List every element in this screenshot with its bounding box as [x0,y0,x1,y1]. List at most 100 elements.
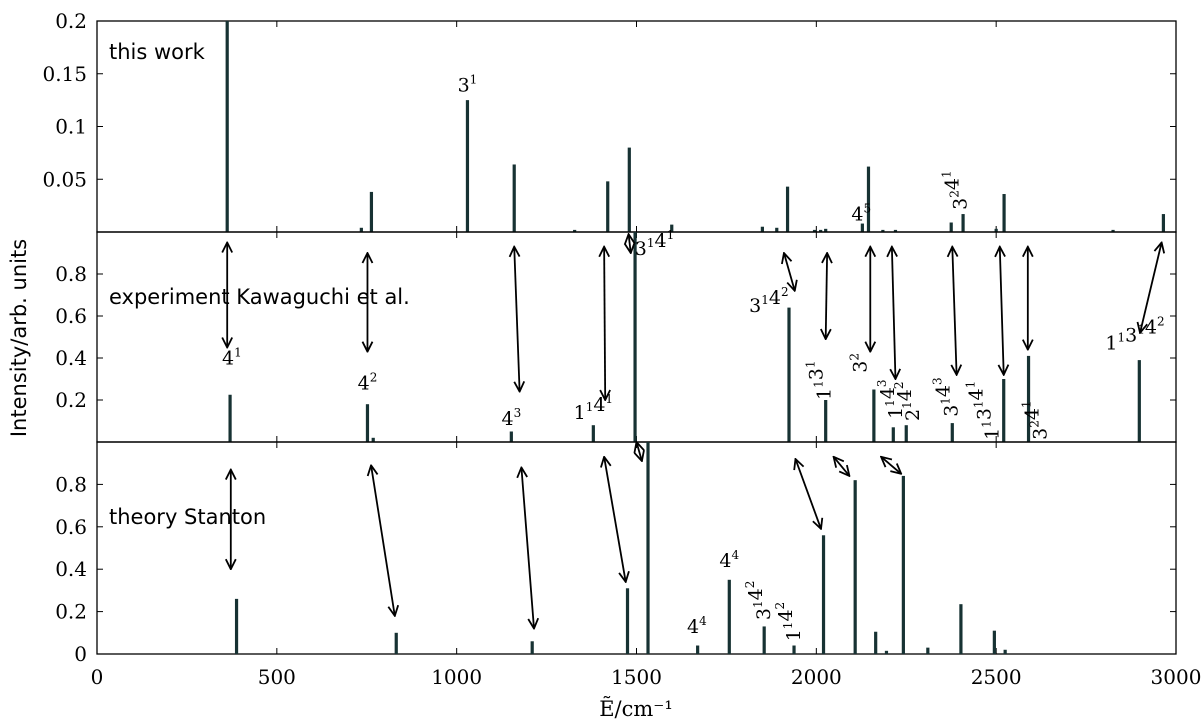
transition-label: 113142 [1105,315,1164,355]
spectrum-stick [465,100,470,232]
spectrum-stick [633,232,637,442]
spectrum-stick [992,630,996,654]
transition-label: 113141 [963,381,1003,440]
correspondence-arrow [1140,243,1162,333]
y-tick-label: 0.4 [55,346,87,370]
spectrum-stick [812,229,817,232]
spectrum-stick [891,427,895,442]
spectrum-stick [530,641,534,654]
spectrum-stick [853,480,857,654]
spectrum-stick [961,214,965,232]
spectrum-stick [949,222,953,232]
transition-label: 2142 [892,382,924,421]
spectrum-stick [1111,229,1115,232]
panel-label: experiment Kawaguchi et al. [109,285,410,309]
spectrum-stick [819,229,823,232]
x-tick-label: 3000 [1151,665,1201,689]
spectrum-stick [591,425,595,442]
y-tick-label: 0.2 [55,600,87,624]
spectrum-stick [225,21,229,232]
spectrum-stick [860,223,864,232]
spectrum-stick [824,400,828,442]
correspondence-arrow [604,247,605,400]
transition-label: 1143 [875,379,907,418]
transition-label: 45 [851,201,871,225]
y-tick-label: 0.8 [55,472,87,496]
y-tick-label: 0 [74,642,87,666]
y-tick-label: 0.05 [42,167,87,191]
transition-label: 42 [358,371,378,395]
spectrum-stick [371,437,375,442]
panel-label: this work [109,40,206,64]
transition-label: 41 [222,345,242,369]
x-tick-label: 0 [91,665,104,689]
panel-2: 0.2 0.4 0.6 0.8 experiment Kawaguchi et al. 4… [55,228,1177,443]
y-tick-label: 0.15 [42,62,87,86]
correspondence-arrow [784,253,795,291]
correspondence-arrow [1000,247,1004,375]
transition-label: 3142 [749,285,788,317]
transition-label: 44 [719,548,739,572]
spectrum-stick [696,645,700,654]
x-tick-label: 2500 [971,665,1022,689]
transition-label: 3241 [1020,400,1052,439]
correspondence-arrow [637,442,642,461]
x-tick-label: 2000 [791,665,842,689]
transition-label: 1131 [804,361,836,400]
spectrum-stick [866,166,871,232]
spectrum-stick [901,475,905,654]
spectrum-stick [926,647,930,654]
y-tick-label: 0.2 [55,9,87,33]
panel-label: theory Stanton [109,505,266,529]
transition-label: 44 [687,614,707,638]
spectrum-stick [872,389,876,442]
y-tick-label: 0.6 [55,304,87,328]
spectrum-stick [824,228,828,232]
transition-label: 3142 [743,581,775,620]
correspondence-arrow [795,459,821,529]
spectrum-stick [874,631,878,654]
correspondence-arrow [892,247,896,379]
spectrum-stick [881,229,885,232]
spectrum-stick [359,227,363,232]
correspondence-arrow [834,457,850,476]
spectrum-stick [394,632,398,654]
spectrum-stick [787,307,791,442]
panel-frame [96,441,1177,655]
spectrum-stick [606,181,610,232]
spectrum-stick [369,191,374,232]
panel-frame [96,20,1177,233]
spectrum-stick [1161,214,1166,232]
spectrum-stick [573,229,577,232]
correspondence-arrow [826,253,827,339]
x-tick-label: 1500 [611,665,662,689]
transition-label: 3141 [635,228,674,260]
x-tick-label: 500 [258,665,296,689]
x-tick-label: 1000 [431,665,482,689]
spectrum-stick [775,227,779,232]
correspondence-arrow [521,467,534,628]
spectrum-stick [512,164,516,232]
spectrum-stick [893,229,898,232]
spectrum-stick [760,226,764,232]
y-tick-label: 0.4 [55,557,87,581]
spectrum-stick [792,645,796,654]
spectrum-stick [821,535,826,654]
transition-label: 3143 [931,377,963,416]
transition-label: 43 [501,406,521,430]
y-tick-label: 0.8 [55,262,87,286]
transition-label: 31 [458,73,478,97]
correspondence-arrow [371,465,395,616]
correspondence-arrow [604,457,626,582]
spectrum-stick [994,228,998,232]
spectrum-stick [785,186,790,232]
transition-label: 1142 [773,602,805,641]
spectrum-stick [950,423,954,442]
spectrum-stick [627,147,631,232]
spectrum-stick [1002,194,1006,232]
spectrum-stick [727,579,731,654]
y-tick-label: 0.2 [55,388,87,412]
spectrum-stick [1137,360,1141,442]
